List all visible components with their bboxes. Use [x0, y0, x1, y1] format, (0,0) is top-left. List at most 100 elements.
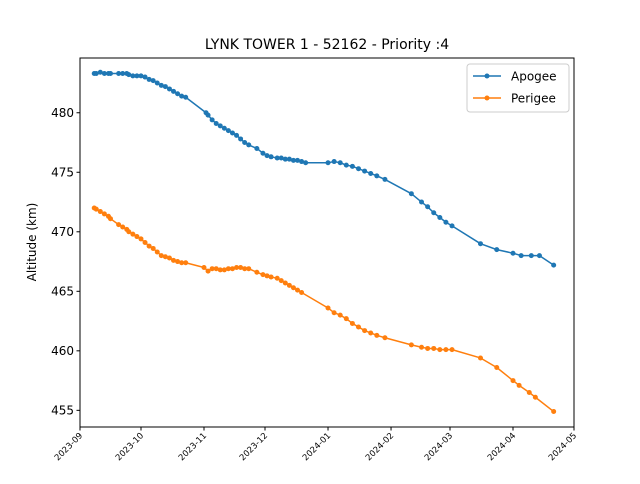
data-point-apogee: [343, 162, 349, 168]
data-point-perigee: [205, 268, 211, 274]
data-point-apogee: [225, 128, 231, 134]
data-point-perigee: [331, 310, 337, 316]
legend-label-apogee: Apogee: [511, 70, 557, 84]
data-point-perigee: [437, 347, 443, 353]
data-point-perigee: [120, 224, 126, 230]
y-tick-label: 455: [51, 403, 74, 417]
data-point-perigee: [282, 280, 288, 286]
data-point-perigee: [325, 305, 331, 311]
data-point-perigee: [201, 265, 207, 270]
data-point-perigee: [532, 394, 538, 400]
data-point-apogee: [120, 70, 126, 76]
data-point-apogee: [528, 253, 534, 259]
data-point-perigee: [242, 266, 248, 272]
data-point-perigee: [183, 260, 189, 266]
data-point-apogee: [349, 163, 355, 169]
data-point-perigee: [408, 342, 414, 348]
data-point-perigee: [229, 266, 235, 272]
data-point-apogee: [510, 250, 516, 256]
data-point-perigee: [146, 243, 152, 249]
data-point-apogee: [217, 123, 223, 129]
data-point-apogee: [518, 253, 524, 259]
data-point-perigee: [477, 355, 483, 361]
data-point-perigee: [158, 253, 164, 259]
data-point-apogee: [374, 173, 380, 179]
data-point-perigee: [356, 324, 362, 330]
y-axis-label: Altitude (km): [25, 203, 39, 282]
data-point-apogee: [382, 176, 388, 182]
data-point-perigee: [93, 206, 99, 212]
legend: Apogee Perigee: [466, 63, 570, 113]
data-point-apogee: [356, 166, 362, 172]
data-point-apogee: [282, 156, 288, 162]
data-point-perigee: [337, 312, 343, 318]
data-point-perigee: [97, 209, 103, 215]
y-tick-label: 480: [51, 106, 74, 120]
series-apogee: [91, 69, 557, 268]
data-point-perigee: [221, 267, 227, 273]
data-point-perigee: [162, 254, 168, 260]
data-point-apogee: [221, 125, 227, 131]
series-perigee: [91, 205, 557, 415]
data-point-apogee: [303, 160, 309, 166]
data-point-apogee: [97, 69, 103, 75]
data-point-perigee: [142, 240, 148, 245]
data-point-perigee: [516, 382, 522, 388]
data-point-perigee: [286, 282, 292, 288]
data-point-apogee: [443, 219, 449, 225]
data-point-perigee: [209, 266, 215, 272]
data-point-apogee: [419, 199, 425, 205]
data-point-perigee: [107, 216, 113, 222]
data-point-perigee: [368, 330, 374, 336]
data-point-apogee: [107, 70, 113, 76]
data-point-apogee: [254, 145, 260, 151]
data-point-apogee: [126, 72, 132, 78]
y-tick-label: 475: [51, 165, 74, 179]
data-point-perigee: [449, 347, 455, 353]
data-point-apogee: [213, 120, 219, 126]
legend-marker-perigee: [484, 95, 490, 101]
data-point-perigee: [138, 236, 144, 242]
data-point-apogee: [408, 191, 414, 197]
data-point-apogee: [246, 142, 252, 148]
data-point-apogee: [171, 88, 177, 94]
legend-label-perigee: Perigee: [511, 92, 556, 106]
data-point-perigee: [551, 409, 557, 415]
data-point-perigee: [126, 229, 132, 235]
data-point-apogee: [205, 112, 211, 118]
data-point-apogee: [234, 132, 240, 138]
data-point-apogee: [93, 70, 99, 76]
data-point-apogee: [238, 136, 244, 142]
data-point-apogee: [325, 160, 331, 166]
data-point-perigee: [419, 344, 425, 350]
data-point-perigee: [264, 273, 270, 279]
data-point-apogee: [154, 80, 160, 86]
data-point-perigee: [362, 328, 368, 334]
data-point-apogee: [134, 73, 140, 79]
data-point-apogee: [130, 73, 136, 79]
data-point-perigee: [134, 234, 140, 240]
data-point-perigee: [425, 345, 431, 351]
data-point-perigee: [179, 260, 185, 266]
data-point-perigee: [274, 275, 280, 281]
data-point-apogee: [209, 117, 215, 123]
data-point-apogee: [295, 157, 301, 163]
data-point-perigee: [238, 265, 244, 270]
data-point-perigee: [246, 266, 252, 272]
data-point-perigee: [343, 316, 349, 322]
data-point-perigee: [166, 255, 172, 261]
data-point-perigee: [260, 272, 266, 278]
data-point-apogee: [536, 253, 542, 259]
data-point-apogee: [138, 73, 144, 79]
data-point-perigee: [154, 249, 160, 255]
data-point-apogee: [449, 223, 455, 229]
data-point-perigee: [101, 211, 107, 217]
data-point-perigee: [268, 274, 274, 280]
y-tick-label: 470: [51, 225, 74, 239]
data-point-apogee: [551, 262, 557, 268]
data-point-apogee: [183, 94, 189, 100]
data-point-perigee: [213, 266, 219, 272]
data-point-apogee: [162, 84, 168, 90]
